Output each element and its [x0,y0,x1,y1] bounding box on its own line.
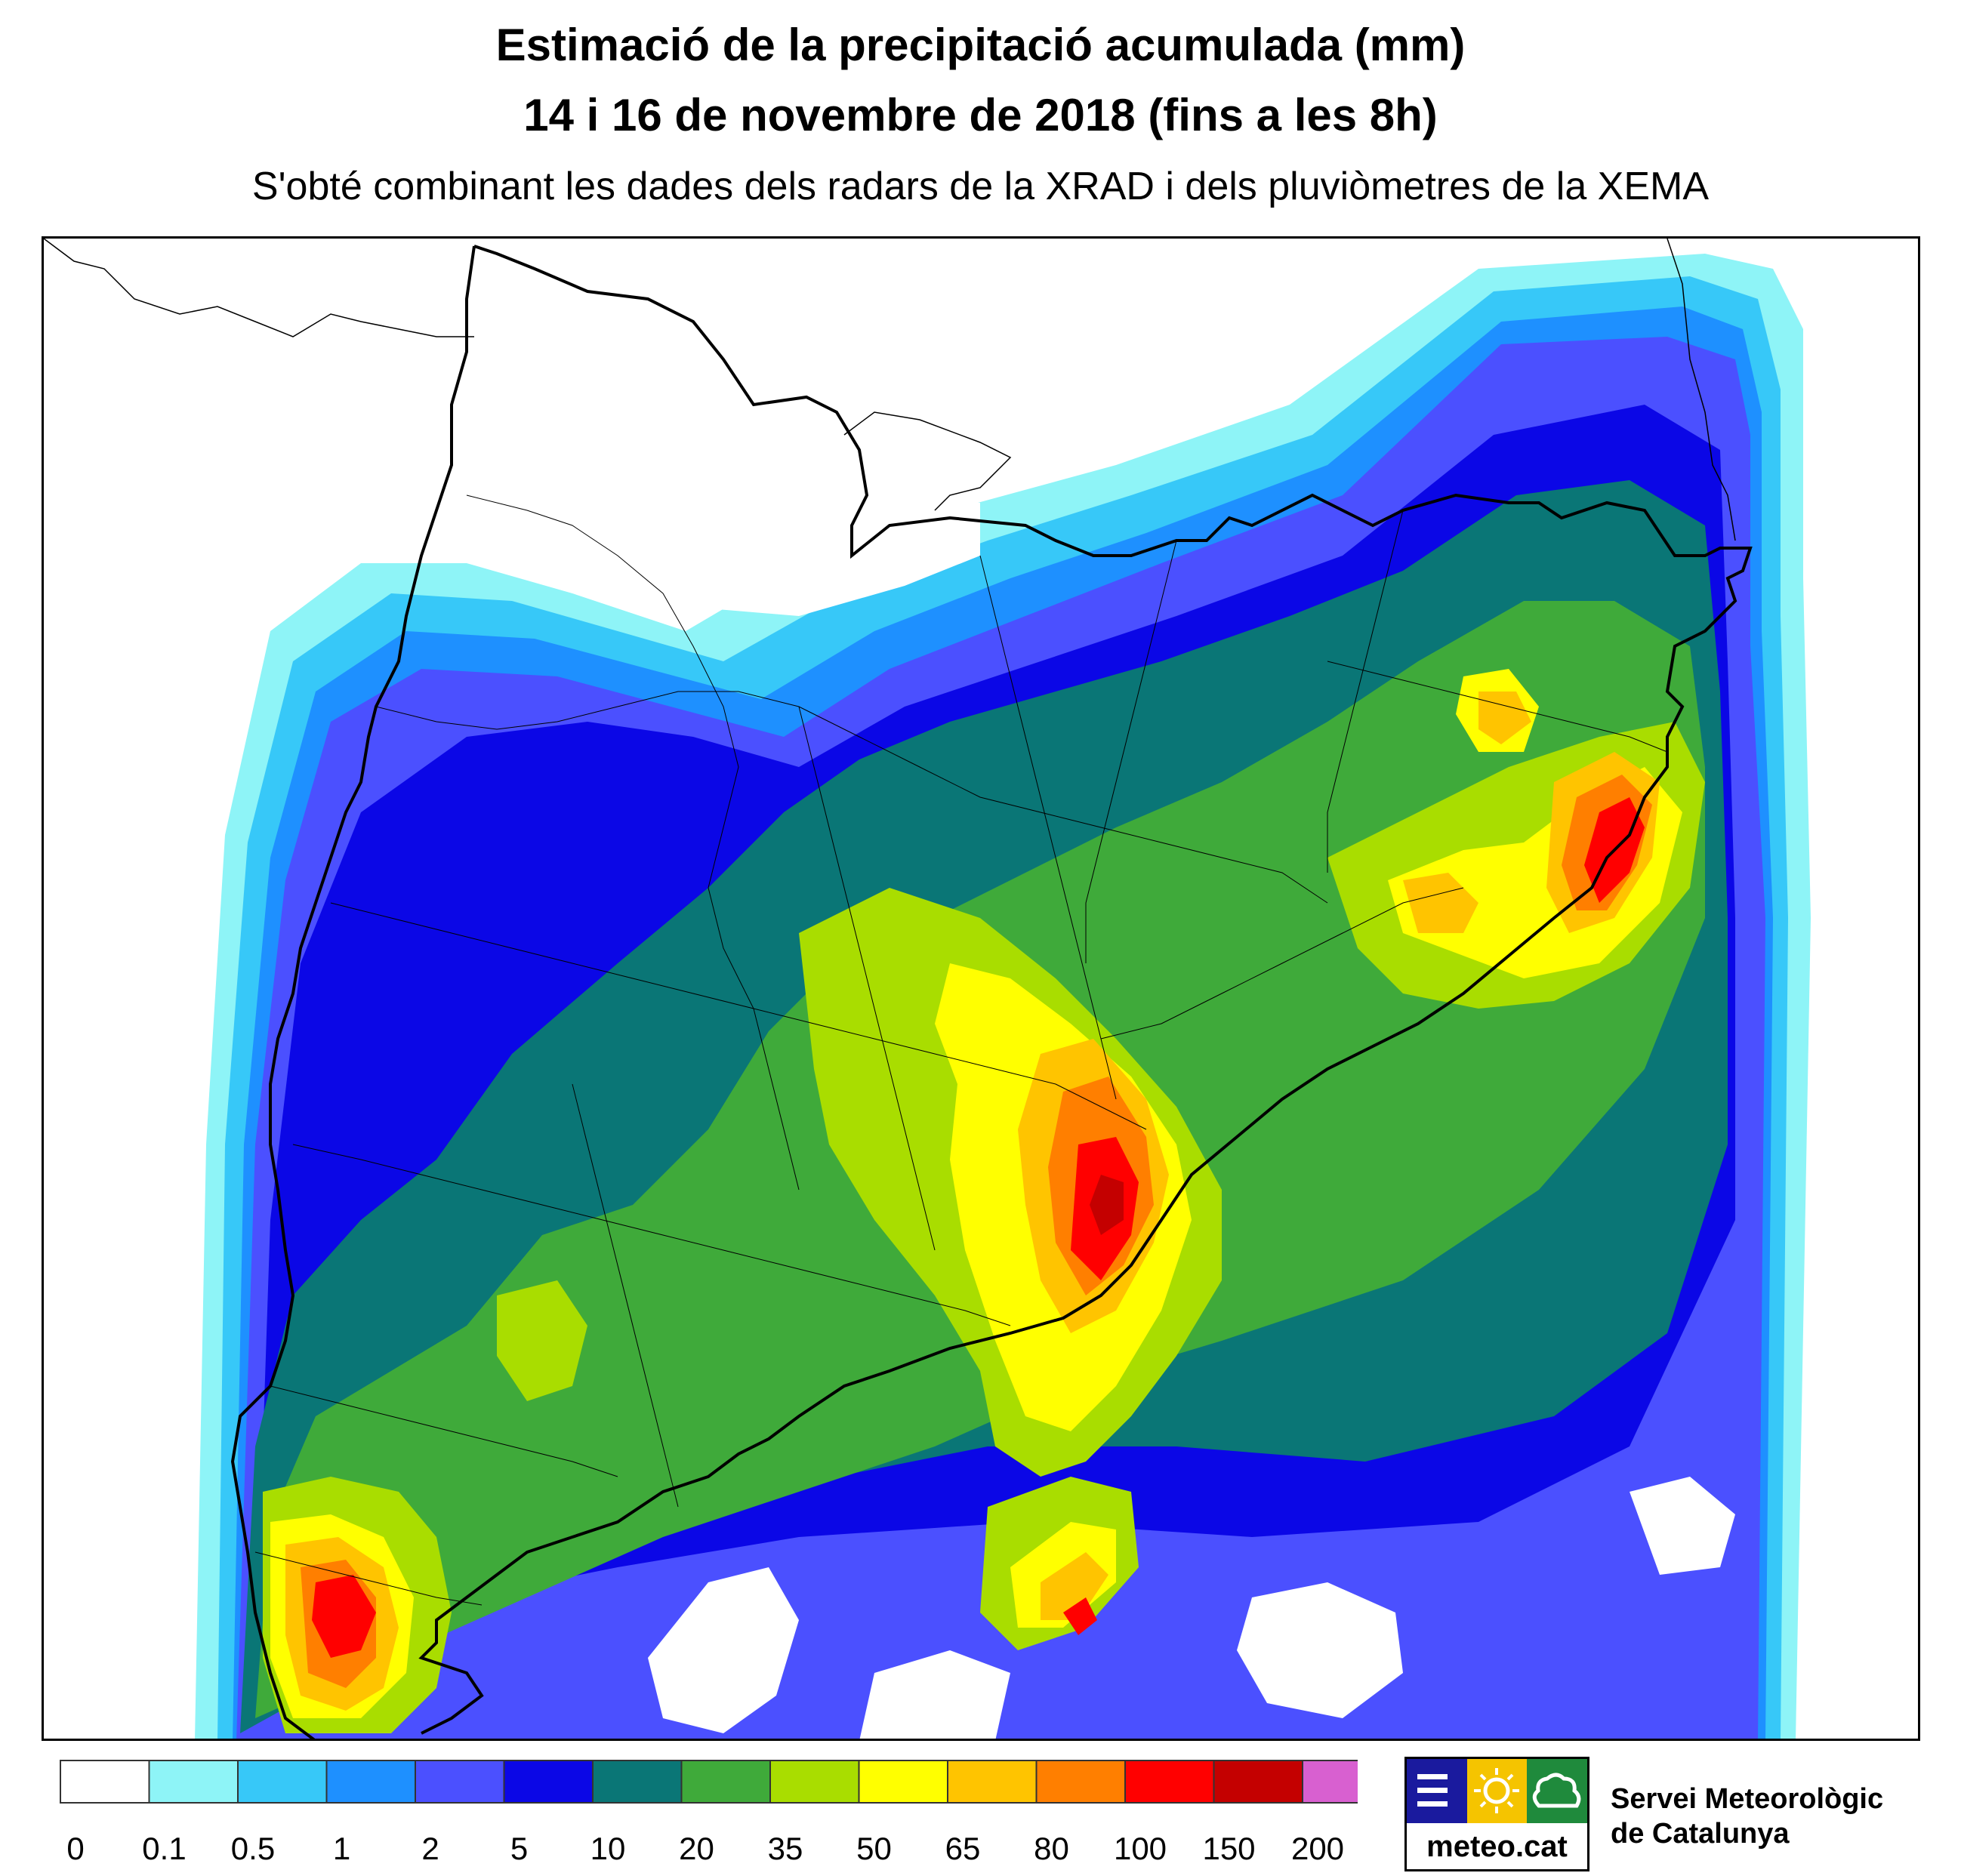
legend-swatch [237,1760,328,1804]
legend-color-bar [60,1760,1358,1804]
logo-text: meteo.cat [1426,1830,1568,1863]
legend-swatch [1213,1760,1303,1804]
precipitation-map [42,236,1920,1741]
legend-swatch [148,1760,239,1804]
legend-tick-label: 150 [1202,1831,1256,1866]
map-subtitle: S'obté combinant les dades dels radars d… [251,165,1710,208]
legend-labels: 0 0.1 0.5 1 2 5 10 20 35 50 65 80 100 150 200 [0,1831,1961,1876]
legend-tick-label: 1 [332,1831,351,1866]
legend-swatch [858,1760,948,1804]
legend-swatch [1302,1760,1358,1804]
meteocat-logo: meteo.cat [1404,1757,1589,1871]
legend-tick-label: 80 [1034,1831,1069,1866]
legend-swatch [592,1760,683,1804]
map-title-line2: 14 i 16 de novembre de 2018 (fins a les … [523,90,1438,140]
legend-swatch [947,1760,1038,1804]
legend-tick-label: 35 [767,1831,803,1866]
legend-swatch [60,1760,150,1804]
legend-tick-label: 0.1 [142,1831,187,1866]
legend-swatch [1035,1760,1126,1804]
precipitation-shading [44,239,1811,1739]
legend-swatch [503,1760,594,1804]
legend-tick-label: 50 [856,1831,892,1866]
map-title-line1: Estimació de la precipitació acumulada (… [495,20,1466,70]
legend-tick-label: 20 [679,1831,714,1866]
organization-name: Servei Meteorològic de Catalunya [1611,1782,1883,1851]
legend-tick-label: 5 [510,1831,529,1866]
organization-name-line2: de Catalunya [1611,1818,1790,1850]
legend-swatch [325,1760,416,1804]
logo-tiles [1407,1759,1587,1823]
legend-tick-label: 200 [1290,1831,1345,1866]
border-lines [44,239,1753,1739]
legend-tick-label: 0.5 [230,1831,276,1866]
legend-tick-label: 100 [1113,1831,1167,1866]
legend-swatch [769,1760,860,1804]
precipitation-field [44,239,1811,1739]
legend-swatch [1124,1760,1215,1804]
legend-swatch [415,1760,505,1804]
organization-name-line1: Servei Meteorològic [1611,1783,1884,1815]
legend-swatch [680,1760,771,1804]
legend-tick-label: 10 [590,1831,626,1866]
legend-tick-label: 65 [945,1831,981,1866]
legend-tick-label: 0 [66,1831,85,1866]
legend-tick-label: 2 [421,1831,439,1866]
